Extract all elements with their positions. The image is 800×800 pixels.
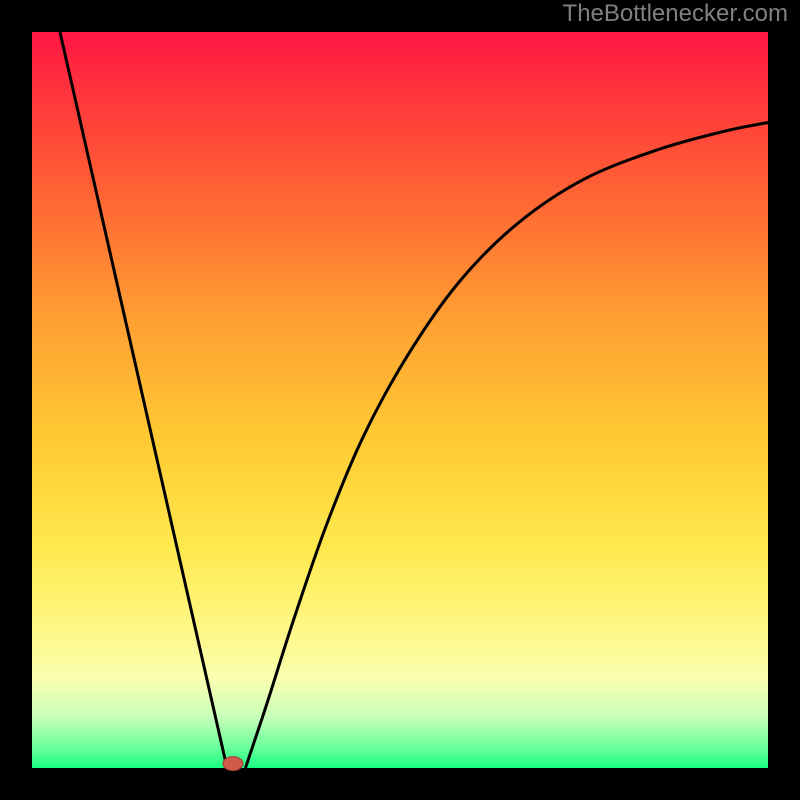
chart-container: TheBottlenecker.com [0, 0, 800, 800]
watermark-text: TheBottlenecker.com [563, 0, 788, 28]
bottleneck-chart [0, 0, 800, 800]
bottleneck-marker [223, 757, 243, 771]
